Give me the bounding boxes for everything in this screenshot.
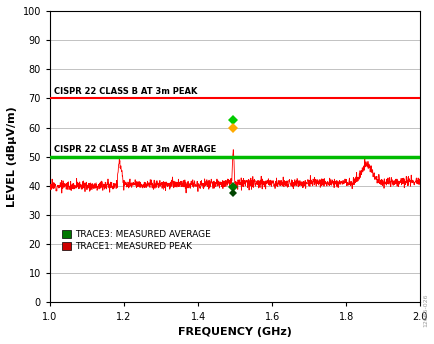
X-axis label: FREQUENCY (GHz): FREQUENCY (GHz)	[178, 327, 291, 337]
Text: CISPR 22 CLASS B AT 3m PEAK: CISPR 22 CLASS B AT 3m PEAK	[53, 87, 197, 96]
Text: 12665-026: 12665-026	[423, 293, 427, 327]
Legend: TRACE3: MEASURED AVERAGE, TRACE1: MEASURED PEAK: TRACE3: MEASURED AVERAGE, TRACE1: MEASUR…	[62, 230, 210, 251]
Y-axis label: LEVEL (dBμV/m): LEVEL (dBμV/m)	[7, 106, 17, 207]
Text: CISPR 22 CLASS B AT 3m AVERAGE: CISPR 22 CLASS B AT 3m AVERAGE	[53, 146, 215, 154]
